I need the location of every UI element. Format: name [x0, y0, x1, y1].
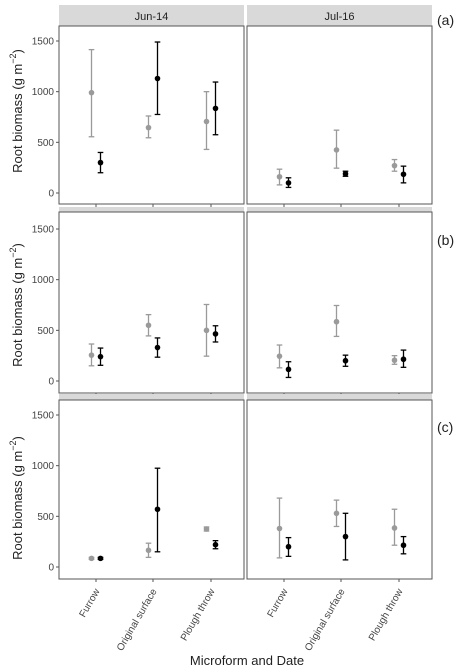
x-tick-label: Original surface: [115, 587, 160, 654]
y-tick-label: 0: [48, 563, 54, 574]
grey-point: [203, 526, 210, 532]
y-tick-label: 0: [48, 377, 54, 388]
x-tick-label: Furrow: [78, 586, 103, 619]
panel-border: [58, 399, 245, 580]
y-axis-title-main: Root biomass (g m: [10, 451, 25, 560]
y-tick-label: 500: [37, 326, 54, 337]
y-tick-label: 1000: [32, 461, 55, 472]
black-point: [400, 171, 407, 178]
y-tick-label: 1500: [32, 225, 55, 236]
y-axis-title-main: Root biomass (g m: [10, 258, 25, 367]
black-point: [212, 105, 219, 112]
black-point: [97, 555, 104, 562]
grey-point: [145, 322, 152, 329]
grey-point: [203, 118, 210, 125]
black-point: [342, 357, 349, 364]
black-point: [400, 542, 407, 549]
facet-strip: [247, 394, 432, 400]
grey-point: [276, 173, 283, 180]
y-axis-title-main: Root biomass (g m: [10, 64, 25, 173]
facet-strip-label: Jul-16: [325, 11, 355, 23]
row-label: (c): [437, 419, 453, 435]
facet-strip: [59, 5, 244, 26]
black-point: [285, 180, 292, 186]
y-tick-label: 1500: [32, 411, 55, 422]
y-axis-title-row-3: Root biomass (g m−2): [8, 436, 25, 560]
grey-point: [276, 525, 283, 532]
x-tick-label: Plough throw: [179, 586, 218, 643]
x-axis-title: Microform and Date: [190, 653, 304, 668]
y-axis-title-superscript: −2: [8, 247, 18, 257]
facet-strip: [59, 207, 244, 212]
panel-border: [246, 211, 433, 394]
black-point: [154, 506, 161, 513]
x-tick-label: Plough throw: [367, 586, 406, 643]
grey-point: [333, 147, 340, 153]
grey-point: [145, 547, 152, 554]
y-tick-label: 0: [48, 189, 54, 200]
y-axis-title-row-1: Root biomass (g m−2): [8, 49, 25, 173]
y-axis-title-close: ): [10, 436, 25, 440]
y-axis-title-superscript: −2: [8, 440, 18, 450]
panel-border: [58, 211, 245, 394]
grey-point: [333, 510, 340, 517]
black-point: [342, 533, 349, 540]
grey-point: [276, 353, 283, 359]
grey-point: [391, 162, 398, 169]
y-axis-title-close: ): [10, 243, 25, 247]
y-axis-title-superscript: −2: [8, 53, 18, 63]
facet-strip: [247, 207, 432, 212]
y-tick-label: 1000: [32, 87, 55, 98]
grey-point: [88, 555, 95, 562]
black-point: [400, 356, 407, 363]
black-point: [97, 353, 104, 360]
row-label: (a): [437, 12, 454, 28]
black-point: [285, 366, 292, 373]
grey-point: [88, 352, 95, 358]
row-label: (b): [437, 232, 454, 248]
x-tick-label: Original surface: [303, 587, 348, 654]
panel-border: [246, 25, 433, 205]
y-tick-label: 500: [37, 138, 54, 149]
grey-point: [88, 89, 95, 96]
grey-point: [145, 124, 152, 131]
grey-point: [391, 357, 398, 364]
y-tick-label: 1000: [32, 275, 55, 286]
y-axis-title-row-2: Root biomass (g m−2): [8, 243, 25, 367]
black-point: [97, 159, 104, 166]
black-point: [342, 170, 349, 177]
grey-point: [333, 318, 340, 325]
facet-strip-label: Jun-14: [135, 11, 169, 23]
grey-point: [391, 525, 398, 531]
black-point: [212, 541, 219, 548]
x-tick-label: Furrow: [266, 586, 291, 619]
black-point: [154, 75, 161, 82]
y-axis-title-close: ): [10, 49, 25, 53]
facet-strip: [247, 5, 432, 26]
black-point: [154, 344, 161, 351]
facet-strip: [59, 394, 244, 400]
y-tick-label: 1500: [32, 37, 55, 48]
black-point: [212, 331, 219, 337]
y-tick-label: 500: [37, 512, 54, 523]
panel-border: [58, 25, 245, 205]
black-point: [285, 543, 292, 550]
grey-point: [203, 327, 210, 334]
panel-border: [246, 399, 433, 580]
